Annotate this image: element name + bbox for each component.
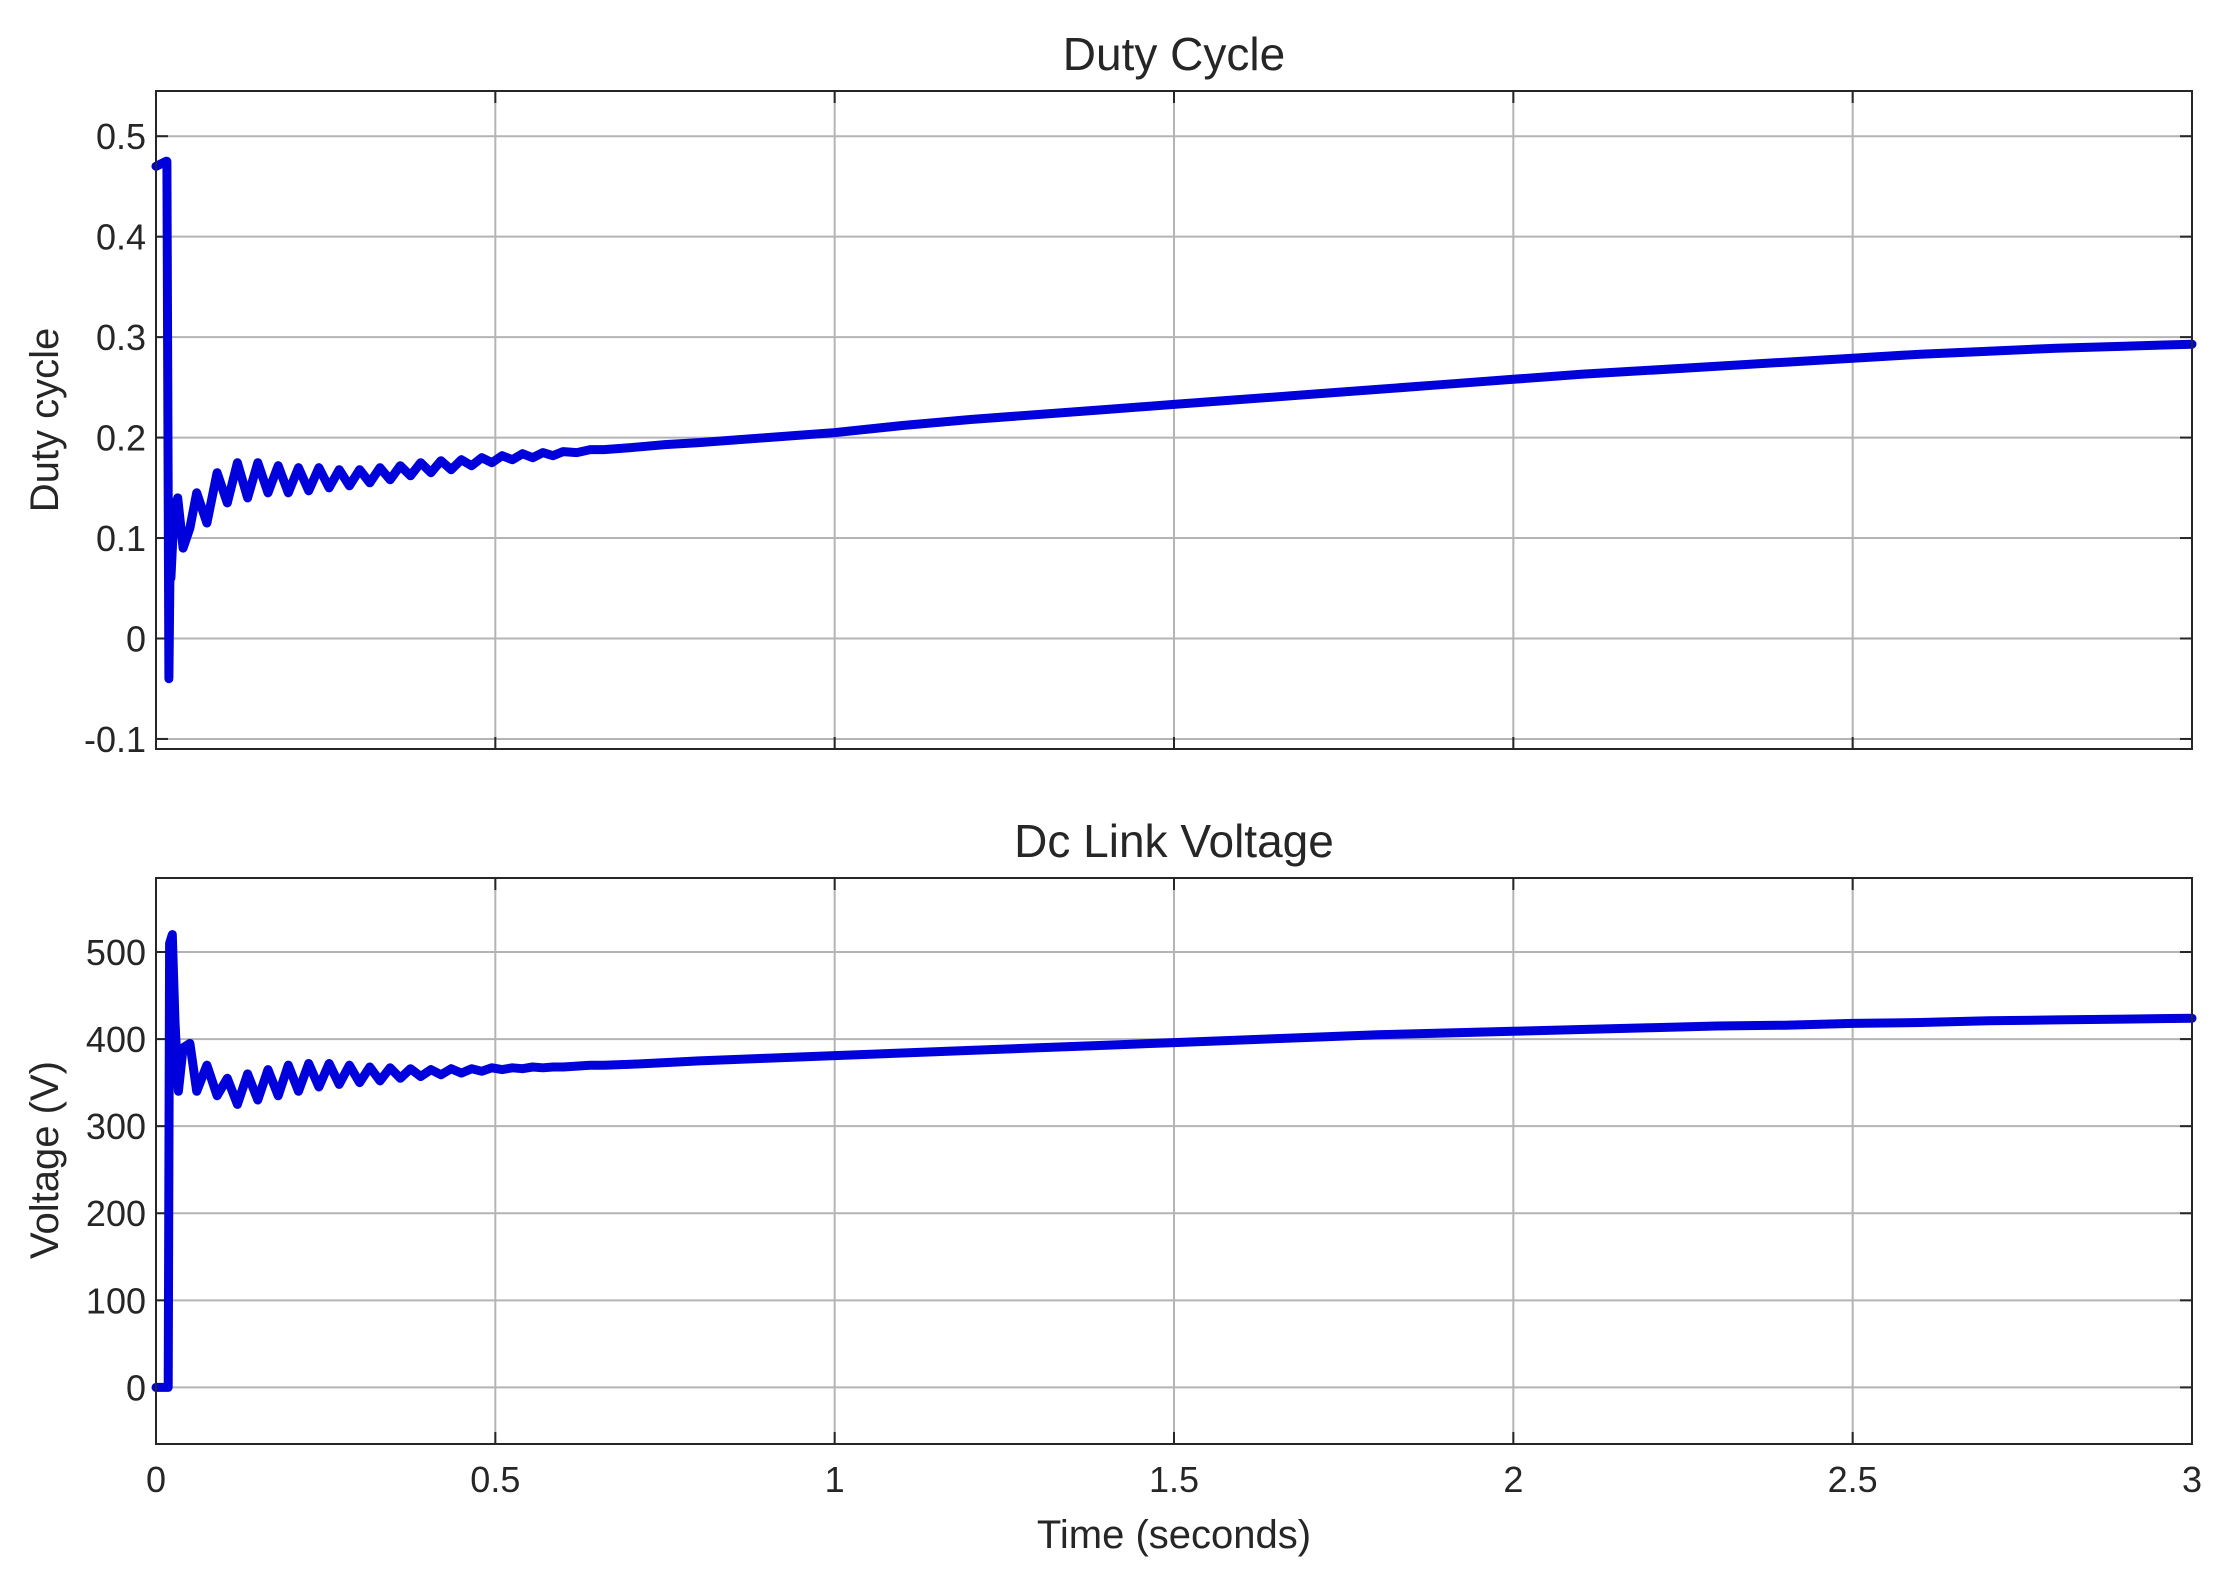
voltage-x-tick-label: 2 <box>1503 1459 1523 1500</box>
voltage-ticks: 0 0.5 1 1.5 2 2.5 3 0 100 200 300 400 500 <box>86 878 2202 1500</box>
voltage-y-axis-label: Voltage (V) <box>23 1061 67 1259</box>
voltage-y-tick-label: 200 <box>86 1193 146 1234</box>
duty-cycle-marks <box>151 90 2197 750</box>
duty-cycle-ticks: -0.1 0 0.1 0.2 0.3 0.4 0.5 <box>84 91 2193 760</box>
duty-cycle-y-tick-label: 0.4 <box>96 217 146 258</box>
duty-cycle-y-tick-label: -0.1 <box>84 719 146 760</box>
duty-cycle-series-line <box>151 156 2197 684</box>
duty-cycle-y-tick-label: 0.2 <box>96 418 146 459</box>
voltage-x-tick-label: 3 <box>2182 1459 2202 1500</box>
dc-link-voltage-panel: 0 0.5 1 1.5 2 2.5 3 0 100 200 300 400 500 Dc Link Vo… <box>23 815 2202 1557</box>
time-x-axis-label: Time (seconds) <box>1037 1513 1311 1557</box>
duty-cycle-y-tick-label: 0.1 <box>96 518 146 559</box>
duty-cycle-axis-border <box>155 90 2193 750</box>
voltage-x-tick-label: 0.5 <box>470 1459 520 1500</box>
duty-cycle-y-axis-label: Duty cycle <box>23 328 67 513</box>
voltage-y-tick-label: 0 <box>126 1367 146 1408</box>
duty-cycle-title: Duty Cycle <box>1063 28 1285 80</box>
voltage-x-tick-label: 2.5 <box>1828 1459 1878 1500</box>
voltage-y-tick-label: 100 <box>86 1280 146 1321</box>
voltage-series-line <box>151 930 2197 1392</box>
duty-cycle-y-tick-label: 0.5 <box>96 116 146 157</box>
voltage-title: Dc Link Voltage <box>1014 815 1334 867</box>
duty-cycle-y-tick-label: 0.3 <box>96 317 146 358</box>
voltage-axis-border <box>155 877 2193 1445</box>
voltage-x-tick-label: 1.5 <box>1149 1459 1199 1500</box>
voltage-y-tick-label: 300 <box>86 1106 146 1147</box>
voltage-x-tick-label: 0 <box>146 1459 166 1500</box>
voltage-y-tick-label: 400 <box>86 1019 146 1060</box>
voltage-y-tick-label: 500 <box>86 932 146 973</box>
duty-cycle-y-tick-label: 0 <box>126 618 146 659</box>
voltage-marks <box>151 877 2197 1445</box>
duty-cycle-panel: -0.1 0 0.1 0.2 0.3 0.4 0.5 Duty Cycle Duty cyc… <box>23 28 2197 760</box>
voltage-x-tick-label: 1 <box>825 1459 845 1500</box>
